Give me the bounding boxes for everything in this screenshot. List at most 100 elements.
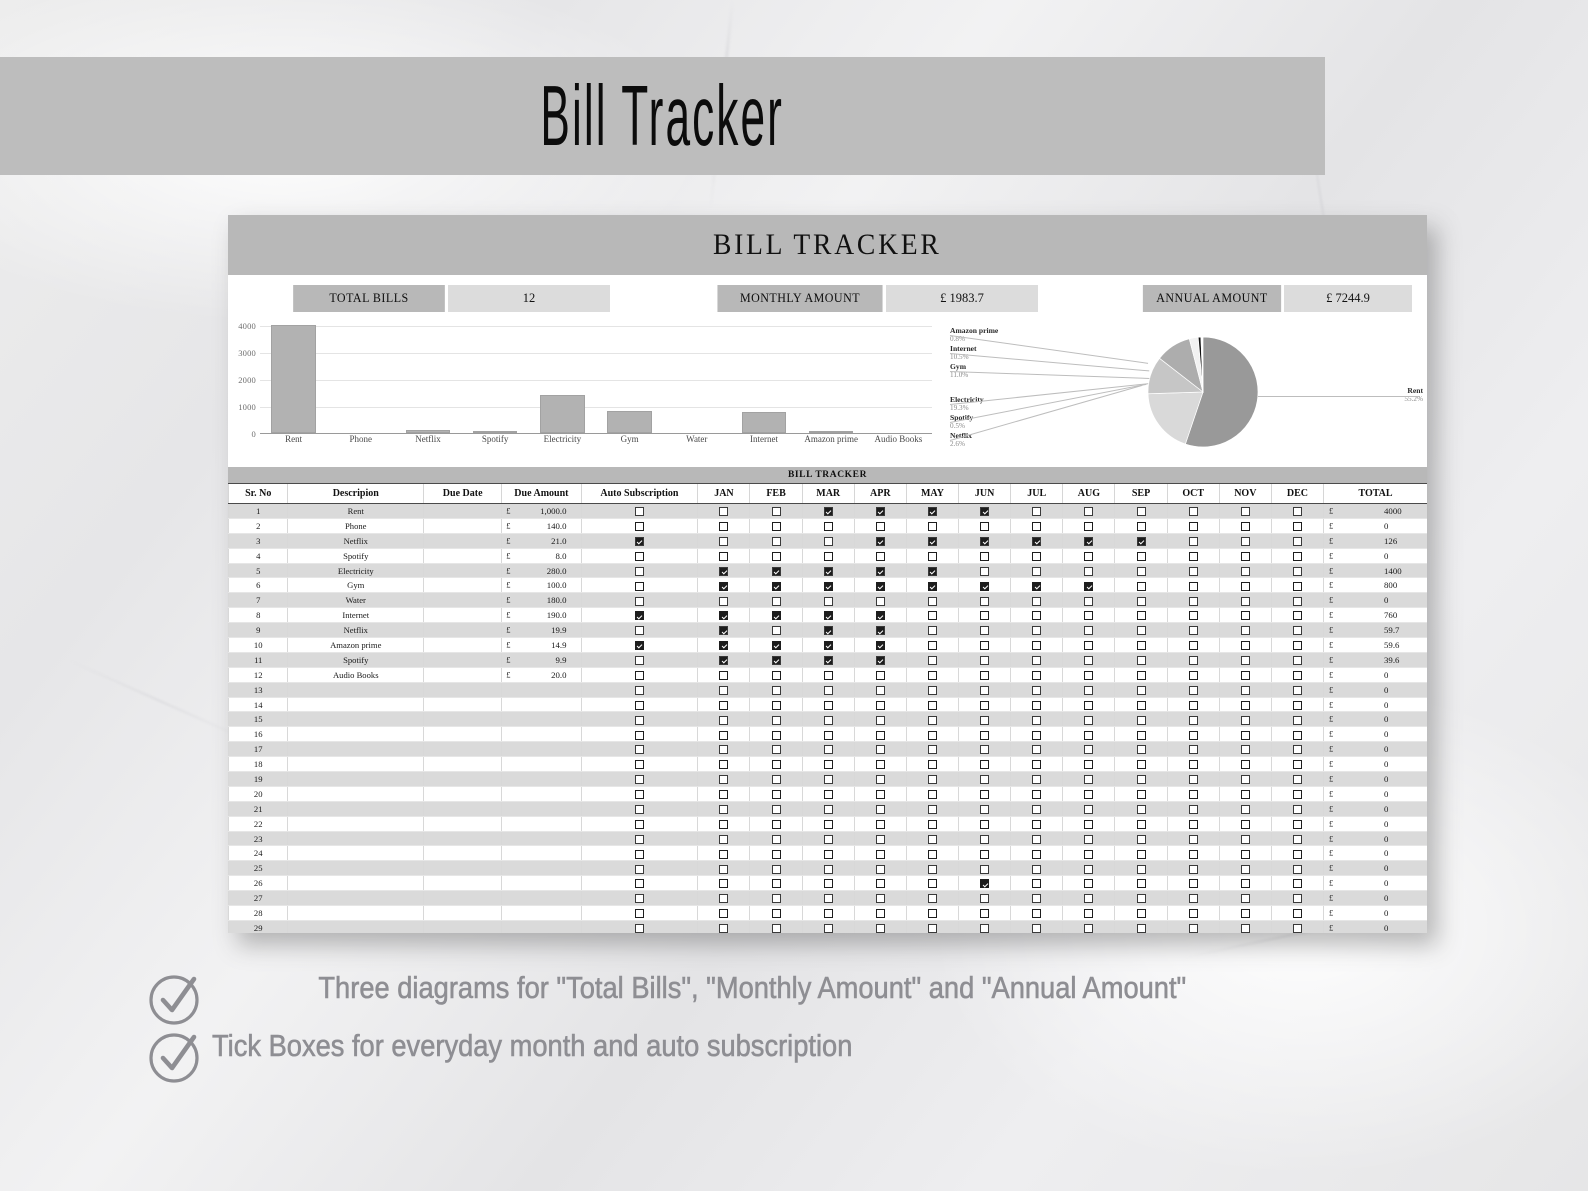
cell-month-may[interactable] (905, 831, 959, 847)
auto-subscription-checkbox[interactable] (634, 685, 644, 695)
month-checkbox-oct[interactable] (1188, 507, 1198, 517)
month-checkbox-feb[interactable] (771, 522, 781, 532)
cell-auto-subscription[interactable] (580, 831, 698, 847)
cell-month-dec[interactable] (1270, 786, 1324, 802)
month-checkbox-sep[interactable] (1136, 790, 1146, 800)
month-checkbox-mar[interactable] (823, 581, 833, 591)
cell-month-jan[interactable] (697, 548, 750, 564)
cell-month-aug[interactable] (1062, 905, 1115, 921)
cell-month-sep[interactable] (1114, 905, 1168, 921)
cell-month-jul[interactable] (1010, 786, 1063, 802)
month-checkbox-aug[interactable] (1084, 611, 1094, 621)
month-checkbox-jan[interactable] (719, 536, 729, 546)
cell-month-nov[interactable] (1218, 711, 1272, 728)
cell-month-may[interactable] (905, 592, 959, 609)
month-checkbox-jul[interactable] (1032, 760, 1042, 770)
month-checkbox-feb[interactable] (771, 507, 781, 517)
cell-due-date[interactable] (423, 920, 502, 933)
auto-subscription-checkbox[interactable] (634, 656, 644, 666)
cell-due-date[interactable] (423, 711, 502, 728)
cell-month-aug[interactable] (1062, 518, 1115, 534)
month-checkbox-sep[interactable] (1136, 864, 1146, 874)
cell-month-jul[interactable] (1010, 801, 1063, 817)
cell-due-amount[interactable]: £140.0 (501, 518, 582, 534)
cell-due-amount[interactable] (501, 831, 582, 847)
cell-auto-subscription[interactable] (580, 890, 698, 907)
month-checkbox-mar[interactable] (823, 775, 833, 785)
month-checkbox-nov[interactable] (1240, 522, 1250, 532)
cell-month-mar[interactable] (801, 771, 855, 787)
month-checkbox-aug[interactable] (1084, 685, 1094, 695)
month-checkbox-jul[interactable] (1032, 894, 1042, 904)
month-checkbox-oct[interactable] (1188, 685, 1198, 695)
cell-month-sep[interactable] (1114, 577, 1168, 594)
cell-auto-subscription[interactable] (580, 905, 698, 921)
month-checkbox-may[interactable] (927, 507, 937, 517)
cell-due-date[interactable] (423, 756, 502, 773)
month-checkbox-sep[interactable] (1136, 596, 1146, 606)
month-checkbox-mar[interactable] (823, 671, 833, 680)
month-checkbox-jul[interactable] (1032, 671, 1042, 680)
month-checkbox-jun[interactable] (980, 894, 990, 904)
cell-auto-subscription[interactable] (580, 875, 698, 892)
month-checkbox-dec[interactable] (1292, 641, 1302, 651)
cell-month-nov[interactable] (1218, 756, 1272, 773)
cell-month-nov[interactable] (1218, 518, 1272, 534)
cell-month-jul[interactable] (1010, 697, 1063, 713)
cell-month-oct[interactable] (1166, 563, 1220, 579)
cell-month-jul[interactable] (1010, 622, 1063, 639)
cell-month-dec[interactable] (1270, 592, 1324, 609)
cell-month-feb[interactable] (749, 548, 803, 564)
cell-month-feb[interactable] (749, 786, 803, 802)
cell-month-apr[interactable] (853, 533, 907, 549)
cell-month-mar[interactable] (801, 622, 855, 639)
cell-month-sep[interactable] (1114, 622, 1168, 639)
cell-month-jun[interactable] (958, 548, 1011, 564)
month-checkbox-nov[interactable] (1240, 864, 1250, 874)
month-checkbox-nov[interactable] (1240, 596, 1250, 606)
month-checkbox-sep[interactable] (1136, 745, 1146, 755)
cell-month-nov[interactable] (1218, 741, 1272, 758)
month-checkbox-jan[interactable] (719, 805, 729, 815)
cell-month-mar[interactable] (801, 592, 855, 609)
cell-due-date[interactable] (423, 741, 502, 758)
cell-month-oct[interactable] (1166, 726, 1220, 743)
cell-due-date[interactable] (423, 905, 502, 921)
month-checkbox-feb[interactable] (771, 671, 781, 680)
month-checkbox-apr[interactable] (875, 924, 885, 933)
cell-month-may[interactable] (905, 801, 959, 817)
cell-month-oct[interactable] (1166, 741, 1220, 758)
month-checkbox-jan[interactable] (719, 819, 729, 829)
month-checkbox-mar[interactable] (823, 626, 833, 636)
month-checkbox-may[interactable] (927, 894, 937, 904)
cell-month-mar[interactable] (801, 577, 855, 594)
month-checkbox-aug[interactable] (1084, 894, 1094, 904)
month-checkbox-oct[interactable] (1188, 536, 1198, 546)
month-checkbox-may[interactable] (927, 671, 937, 680)
cell-due-amount[interactable] (501, 697, 582, 713)
month-checkbox-jul[interactable] (1032, 909, 1042, 919)
cell-month-jan[interactable] (697, 756, 750, 773)
cell-month-oct[interactable] (1166, 637, 1220, 653)
month-checkbox-aug[interactable] (1084, 805, 1094, 815)
cell-month-feb[interactable] (749, 533, 803, 549)
month-checkbox-mar[interactable] (823, 611, 833, 621)
cell-month-sep[interactable] (1114, 533, 1168, 549)
cell-month-aug[interactable] (1062, 697, 1115, 713)
month-checkbox-mar[interactable] (823, 685, 833, 695)
cell-month-may[interactable] (905, 503, 959, 519)
cell-month-oct[interactable] (1166, 533, 1220, 549)
month-checkbox-apr[interactable] (875, 760, 885, 770)
month-checkbox-feb[interactable] (771, 596, 781, 606)
cell-description[interactable] (287, 801, 424, 817)
cell-month-aug[interactable] (1062, 875, 1115, 892)
month-checkbox-may[interactable] (927, 879, 937, 889)
cell-description[interactable] (287, 920, 424, 933)
cell-month-sep[interactable] (1114, 875, 1168, 892)
cell-month-oct[interactable] (1166, 622, 1220, 639)
cell-month-sep[interactable] (1114, 786, 1168, 802)
month-checkbox-sep[interactable] (1136, 671, 1146, 680)
cell-month-aug[interactable] (1062, 503, 1115, 519)
cell-month-aug[interactable] (1062, 771, 1115, 787)
cell-month-sep[interactable] (1114, 845, 1168, 862)
